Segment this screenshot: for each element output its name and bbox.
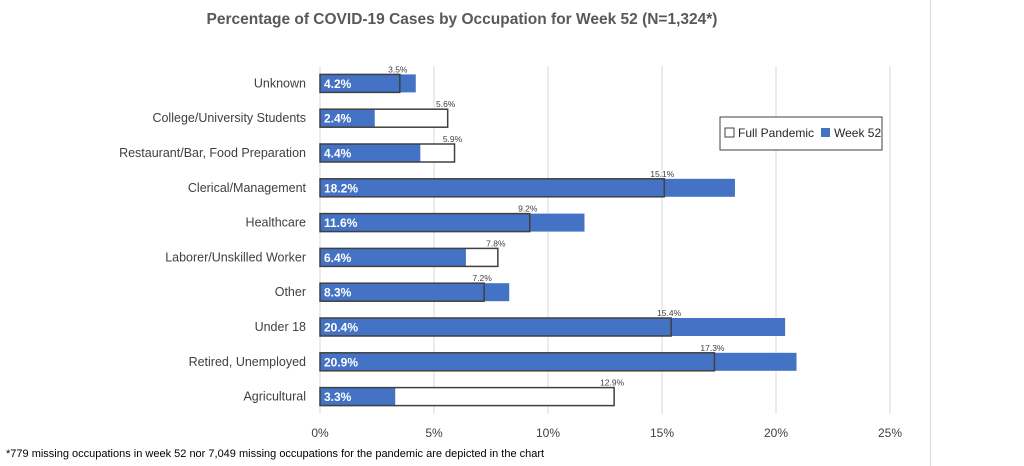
data-label-full-pandemic: 5.6% [436,99,456,109]
x-axis-tick-labels: 0% 5% 10% 15% 20% 25% [311,426,902,440]
bar-full-pandemic-outline [319,386,615,407]
data-label-full-pandemic: 9.2% [518,204,538,214]
chart-title: Percentage of COVID-19 Cases by Occupati… [207,11,718,28]
category-label: Other [275,285,306,299]
legend-box [719,116,883,151]
category-label: Restaurant/Bar, Food Preparation [119,146,306,160]
data-label-week-52: 4.2% [324,77,352,91]
data-label-full-pandemic: 7.2% [472,273,492,283]
bar-full-pandemic-outline [319,247,499,268]
data-label-week-52: 6.4% [324,251,352,265]
bar-full-pandemic-outline [319,282,485,302]
category-label: Healthcare [246,216,306,230]
legend-swatch-full-pandemic [724,127,735,138]
data-label-full-pandemic: 7.8% [486,238,506,248]
bar-week-52 [320,248,466,267]
category-label: College/University Students [152,111,306,125]
x-tick-label: 25% [878,426,902,440]
x-tick-label: 20% [764,426,788,440]
category-label: Clerical/Management [188,181,307,195]
x-tick-label: 10% [536,426,560,440]
category-label: Laborer/Unskilled Worker [165,250,306,264]
x-tick-label: 5% [425,426,443,440]
page-divider [930,0,931,466]
bar-week-52 [320,283,510,302]
bar-full-pandemic-outline [319,178,666,198]
bar-full-pandemic-outline [319,212,531,233]
bar-week-52 [320,109,375,128]
category-label: Unknown [254,76,306,90]
data-label-full-pandemic: 15.1% [650,169,675,179]
footnote: *779 missing occupations in week 52 nor … [6,448,544,460]
bar-week-52 [320,178,735,197]
bar-week-52 [320,144,421,162]
bar-week-52 [320,387,396,406]
legend: Full Pandemic Week 52 [719,116,883,151]
bar-full-pandemic-outline [319,143,456,163]
bars: 3.5% 4.2% 5.6% 2.4% 5.9% 4.4% 15.1% 18.2% 9.2% 11… [319,64,797,407]
data-label-week-52: 4.4% [324,147,352,161]
legend-label-week-52: Week 52 [834,126,881,140]
bar-week-52 [320,74,416,93]
legend-swatch-week-52 [821,128,830,137]
data-label-week-52: 18.2% [324,181,358,195]
x-tick-label: 15% [650,426,674,440]
bar-week-52 [320,318,786,336]
data-label-week-52: 3.3% [324,390,352,404]
bar-week-52 [320,213,585,232]
data-label-full-pandemic: 17.3% [700,343,725,353]
category-labels: Unknown College/University Students Restau… [119,76,306,403]
data-label-week-52: 2.4% [324,112,352,126]
data-label-week-52: 20.4% [324,321,358,335]
legend-label-full-pandemic: Full Pandemic [738,126,814,140]
data-label-full-pandemic: 15.4% [657,308,682,318]
data-label-full-pandemic: 3.5% [388,64,408,74]
bar-full-pandemic-outline [319,73,401,94]
bar-full-pandemic-outline [319,317,672,337]
category-label: Under 18 [255,320,306,334]
bar-full-pandemic-outline [319,352,716,372]
x-tick-label: 0% [311,426,329,440]
data-label-full-pandemic: 12.9% [600,378,625,388]
data-label-full-pandemic: 5.9% [443,134,463,144]
category-label: Agricultural [243,390,306,404]
bar-week-52 [320,352,797,371]
data-label-week-52: 20.9% [324,355,358,369]
data-label-week-52: 11.6% [324,216,358,230]
bar-full-pandemic-outline [319,108,449,128]
category-label: Retired, Unemployed [189,355,306,369]
data-label-week-52: 8.3% [324,286,352,300]
